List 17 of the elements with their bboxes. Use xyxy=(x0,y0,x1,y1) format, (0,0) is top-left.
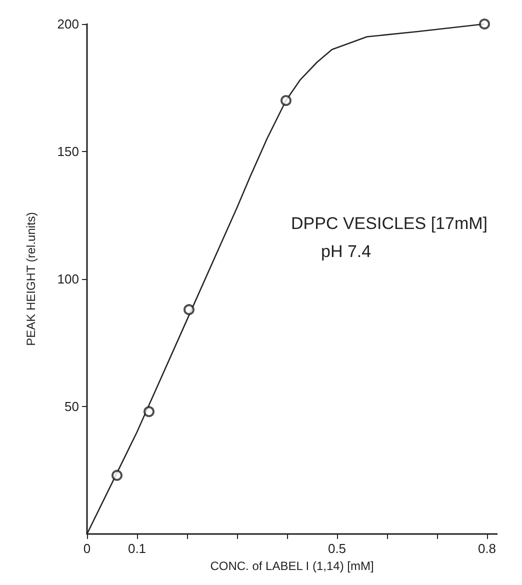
annotation: pH 7.4 xyxy=(321,242,372,261)
x-tick-label: 0.5 xyxy=(328,541,346,556)
point xyxy=(144,406,154,418)
y-tick-label: 200 xyxy=(57,16,79,32)
x-tick-label: 0.1 xyxy=(128,541,146,556)
x-tick-label: 0.8 xyxy=(478,541,496,556)
x-tick-label: 0 xyxy=(83,541,91,556)
point xyxy=(184,304,194,316)
point xyxy=(280,95,292,106)
x-axis-title: CONC. of LABEL I (1,14) [mM] xyxy=(210,559,374,573)
y-tick-label: 150 xyxy=(57,144,79,159)
point xyxy=(112,470,122,481)
annotation: DPPC VESICLES [17mM] xyxy=(291,214,488,233)
y-tick-label: 50 xyxy=(64,399,79,414)
y-axis-title: PEAK HEIGHT (rel.units) xyxy=(24,212,38,346)
point xyxy=(479,18,490,30)
y-tick-label: 100 xyxy=(57,272,79,286)
